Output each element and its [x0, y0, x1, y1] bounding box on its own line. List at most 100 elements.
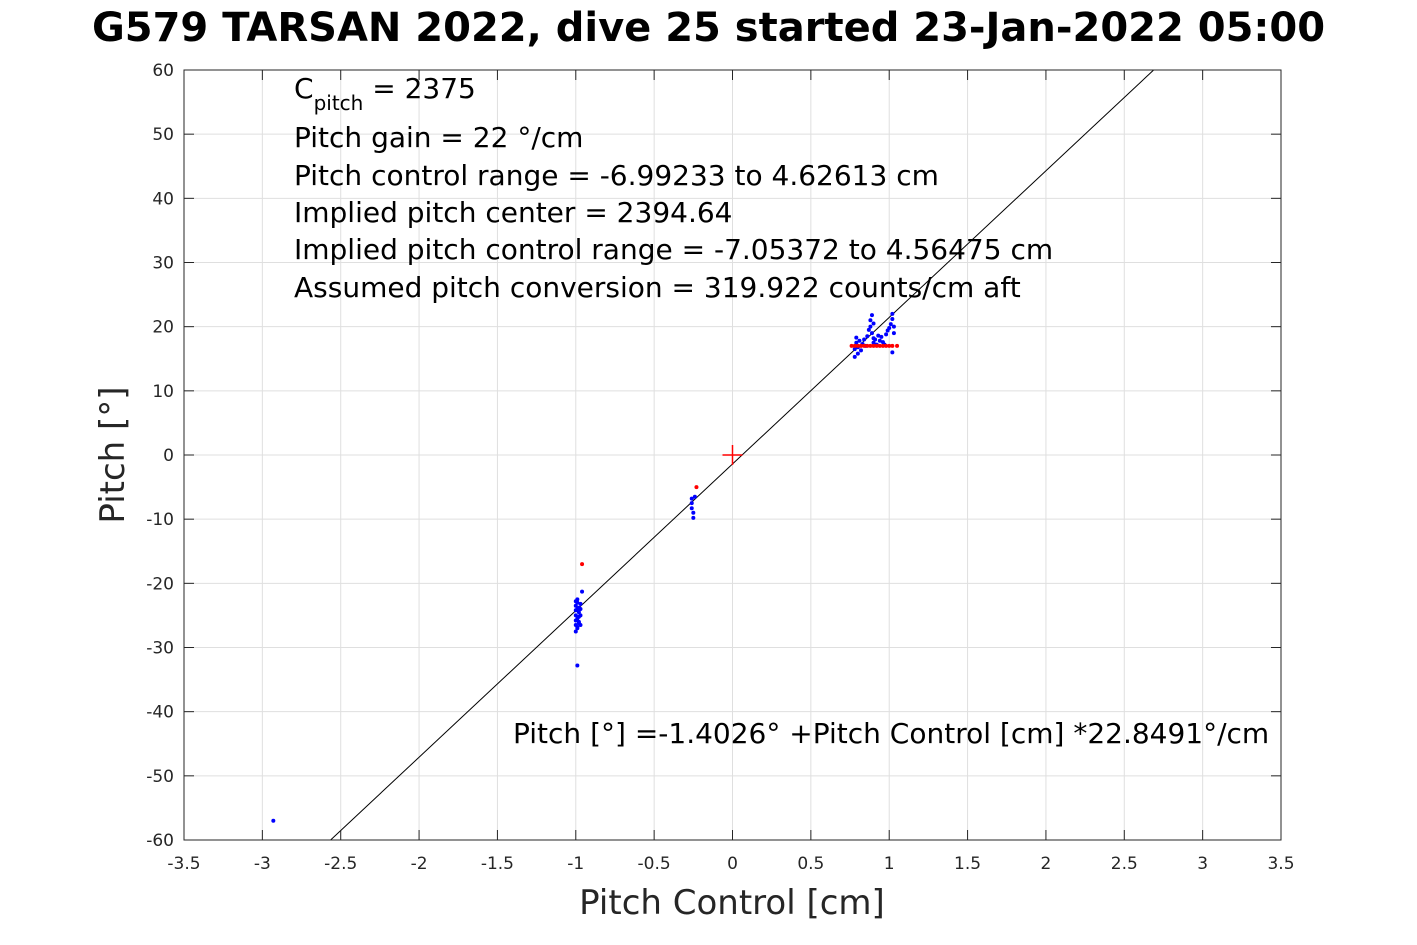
blue-data-point [866, 327, 871, 332]
red-data-point [877, 343, 882, 348]
blue-data-point [578, 613, 583, 618]
blue-data-point [573, 613, 578, 618]
blue-data-point [868, 324, 873, 329]
blue-data-point [891, 331, 896, 336]
blue-data-point [871, 340, 876, 345]
x-tick-label: 1 [884, 854, 895, 874]
blue-data-point [580, 589, 585, 594]
x-tick-label: 3 [1197, 854, 1208, 874]
y-axis-label: Pitch [°] [93, 386, 133, 523]
blue-data-point [869, 331, 874, 336]
blue-data-point [692, 494, 697, 499]
x-tick-label: 3.5 [1267, 854, 1294, 874]
red-data-point [694, 485, 699, 490]
blue-data-point [575, 663, 580, 668]
red-data-point [868, 343, 873, 348]
y-tick-label: 50 [152, 125, 174, 145]
blue-data-point [576, 610, 581, 615]
x-tick-label: -2.5 [324, 854, 357, 874]
annotation-line: Pitch control range = -6.99233 to 4.6261… [294, 159, 939, 192]
red-data-point [884, 343, 889, 348]
y-tick-label: 60 [152, 61, 174, 81]
red-data-point [849, 343, 854, 348]
red-data-point [895, 343, 900, 348]
blue-data-point [575, 626, 580, 631]
y-tick-label: -20 [146, 574, 174, 594]
red-data-point [862, 343, 867, 348]
x-tick-label: -3 [254, 854, 271, 874]
annotation-line: Assumed pitch conversion = 319.922 count… [294, 271, 1021, 304]
y-tick-label: 10 [152, 382, 174, 402]
blue-data-point [689, 496, 694, 501]
y-tick-label: -50 [146, 767, 174, 787]
x-tick-label: 1.5 [954, 854, 981, 874]
blue-data-point [869, 313, 874, 318]
cpitch-subscript: pitch [314, 91, 364, 115]
y-tick-label: 20 [152, 318, 174, 338]
blue-data-point [691, 515, 696, 520]
red-data-point [880, 343, 885, 348]
blue-data-point [576, 621, 581, 626]
blue-data-point [578, 607, 583, 611]
blue-data-point [857, 338, 862, 343]
x-tick-label: -1 [567, 854, 584, 874]
cpitch-value: = 2375 [363, 72, 476, 105]
blue-data-point [859, 348, 864, 353]
axis-ticks: -3.5 -3 -2.5 -2 -1.5 -1 -0.5 0 0.5 1 1.5 2 2.5 3 3.5 -6… [146, 61, 1294, 874]
blue-data-point [890, 350, 895, 355]
cpitch-symbol: C [294, 72, 314, 105]
blue-data-point [689, 506, 694, 511]
y-tick-label: 0 [163, 446, 174, 466]
x-axis-label: Pitch Control [cm] [579, 883, 885, 923]
blue-data-point [855, 351, 860, 356]
blue-data-point [578, 601, 583, 606]
red-data-point [865, 343, 870, 348]
x-tick-label: -2 [411, 854, 428, 874]
x-tick-label: 2 [1041, 854, 1052, 874]
blue-data-point [873, 337, 878, 342]
fit-equation: Pitch [°] =-1.4026° +Pitch Control [cm] … [513, 717, 1269, 750]
blue-data-point [890, 316, 895, 321]
blue-data-point [891, 324, 896, 329]
blue-data-point [868, 318, 873, 323]
y-tick-label: 30 [152, 254, 174, 274]
red-data-point [871, 343, 876, 348]
blue-data-point [575, 597, 580, 602]
blue-data-point [865, 334, 870, 339]
blue-data-point [575, 600, 580, 605]
blue-data-point [691, 510, 696, 515]
blue-data-point [271, 818, 276, 823]
annotation-line: Implied pitch center = 2394.64 [294, 196, 732, 229]
x-tick-label: -0.5 [638, 854, 671, 874]
red-data-point [890, 343, 895, 348]
y-tick-label: -30 [146, 639, 174, 659]
x-tick-label: 0.5 [797, 854, 824, 874]
red-data-point [887, 343, 892, 348]
annotation-line: Implied pitch control range = -7.05372 t… [294, 233, 1053, 266]
red-data-point [855, 343, 860, 348]
blue-data-point [888, 322, 893, 327]
blue-data-point [689, 501, 694, 506]
blue-data-point [852, 347, 857, 352]
center-marker-group [722, 445, 743, 465]
blue-data-point [573, 603, 578, 608]
blue-data-point [879, 334, 884, 339]
data-points [271, 311, 900, 823]
y-tick-label: -10 [146, 510, 174, 530]
x-tick-label: 2.5 [1111, 854, 1138, 874]
x-tick-label: 0 [727, 854, 738, 874]
annotation-block: Cpitch = 2375 Pitch gain = 22 °/cm Pitch… [294, 72, 1053, 304]
blue-data-point [854, 340, 859, 345]
red-data-point [852, 343, 857, 348]
x-tick-label: -3.5 [167, 854, 200, 874]
blue-data-point [854, 335, 859, 340]
blue-data-point [877, 338, 882, 343]
blue-data-point [871, 321, 876, 326]
red-data-point [859, 343, 864, 348]
blue-data-point [852, 354, 857, 359]
red-data-point [874, 343, 879, 348]
annotation-line: Pitch gain = 22 °/cm [294, 121, 583, 154]
chart-title: G579 TARSAN 2022, dive 25 started 23-Jan… [91, 5, 1326, 51]
blue-data-point [890, 311, 895, 316]
